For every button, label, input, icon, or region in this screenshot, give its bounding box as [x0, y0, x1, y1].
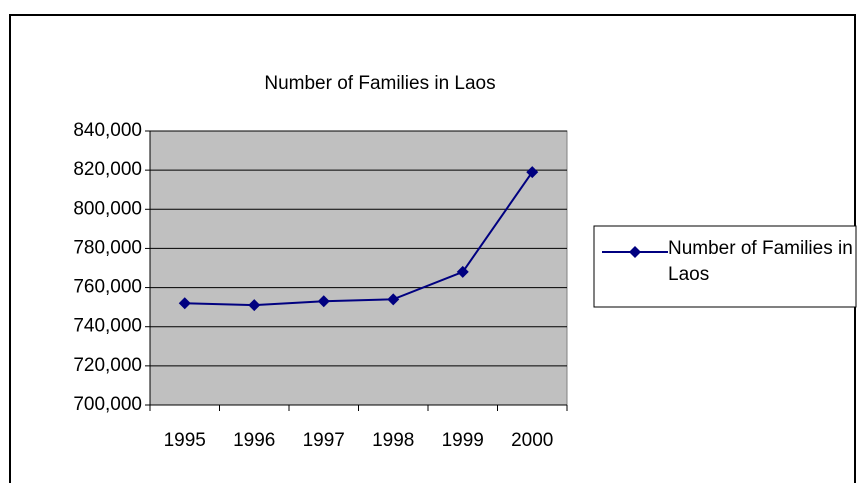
y-tick-label: 720,000 [73, 355, 142, 376]
x-tick-label: 1998 [372, 430, 414, 451]
y-tick-label: 740,000 [73, 316, 142, 337]
x-tick-label: 1995 [164, 430, 206, 451]
y-tick-label: 760,000 [73, 277, 142, 298]
y-tick-label: 800,000 [73, 198, 142, 219]
x-tick-label: 2000 [511, 430, 553, 451]
data-point [248, 299, 261, 312]
data-point [317, 295, 330, 308]
x-tick-label: 1996 [233, 430, 275, 451]
data-point [387, 293, 400, 306]
chart-title: Number of Families in Laos [264, 73, 495, 94]
x-tick-label: 1997 [303, 430, 345, 451]
data-point [456, 265, 469, 278]
legend-marker [629, 246, 641, 258]
x-tick-label: 1999 [442, 430, 484, 451]
data-point [526, 166, 539, 179]
legend-label: Number of Families in Laos [668, 238, 853, 285]
y-tick-label: 780,000 [73, 237, 142, 258]
legend-box [593, 225, 857, 308]
data-point [178, 297, 191, 310]
y-tick-label: 700,000 [73, 394, 142, 415]
plot-background [149, 130, 568, 406]
data-line [184, 171, 534, 307]
y-tick-label: 840,000 [73, 120, 142, 141]
y-tick-label: 820,000 [73, 159, 142, 180]
